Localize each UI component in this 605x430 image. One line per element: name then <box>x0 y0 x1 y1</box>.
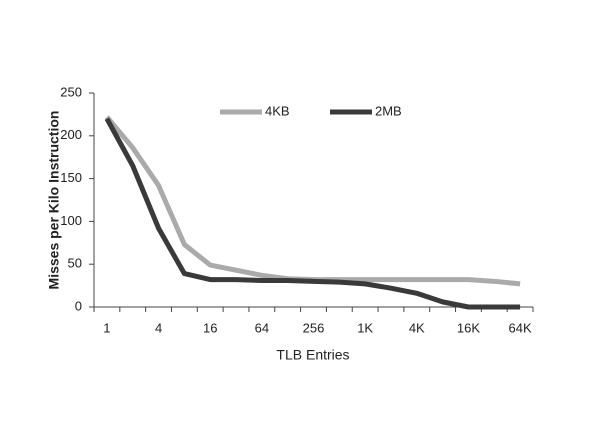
x-tick-label: 64 <box>255 320 269 335</box>
y-tick-label: 100 <box>60 213 82 228</box>
x-tick-label: 4 <box>155 320 162 335</box>
x-axis-title: TLB Entries <box>276 347 349 363</box>
x-tick-label: 1K <box>357 320 373 335</box>
legend-label: 4KB <box>265 103 290 118</box>
x-tick-label: 4K <box>409 320 425 335</box>
legend-label: 2MB <box>375 103 402 118</box>
x-tick-label: 16K <box>457 320 480 335</box>
y-tick-label: 0 <box>75 298 82 313</box>
x-tick-label: 1 <box>103 320 110 335</box>
y-tick-label: 150 <box>60 170 82 185</box>
series-line <box>104 115 521 287</box>
series-line <box>104 117 521 310</box>
x-tick-label: 16 <box>203 320 217 335</box>
x-tick-label: 64K <box>509 320 532 335</box>
y-axis-title: Misses per Kilo Instruction <box>46 111 62 290</box>
x-tick-label: 256 <box>303 320 325 335</box>
y-tick-label: 200 <box>60 127 82 142</box>
y-tick-label: 50 <box>68 256 82 271</box>
y-tick-label: 250 <box>60 84 82 99</box>
